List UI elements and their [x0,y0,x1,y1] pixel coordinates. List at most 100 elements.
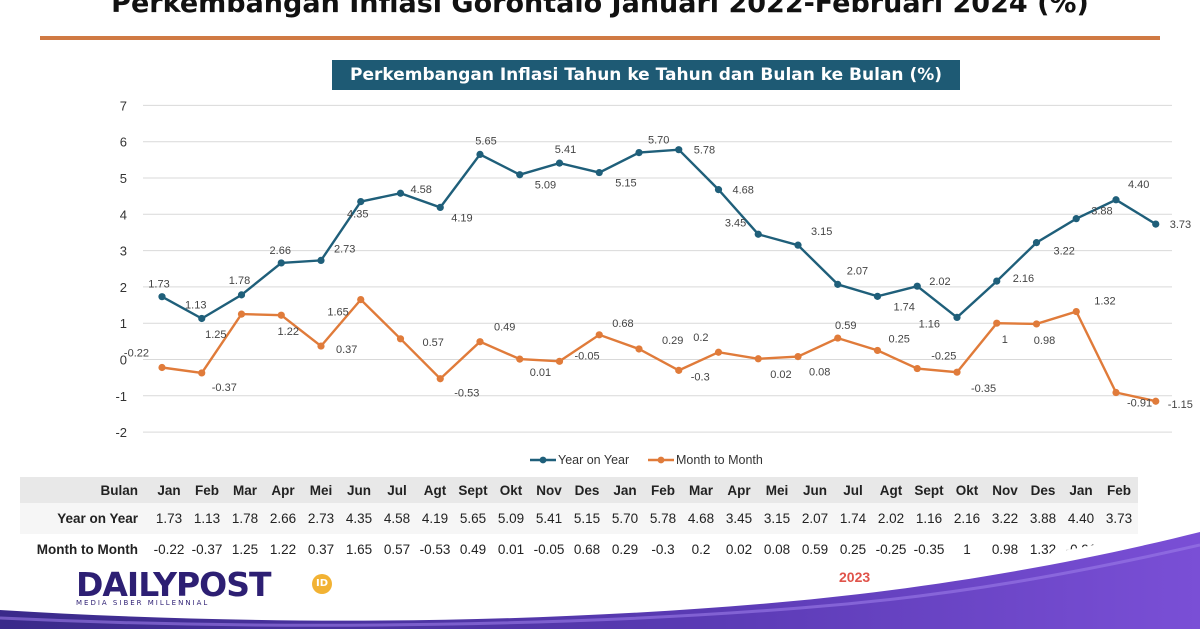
table-value-cell: 0.49 [459,542,487,557]
data-label: 1.16 [919,318,940,330]
data-point [1032,320,1041,328]
table-value-cell: 3.88 [1024,503,1062,534]
data-point [516,171,524,179]
table-value-cell: 0.59 [801,542,829,557]
data-point [198,369,206,377]
data-label: 0.01 [530,367,551,379]
y-tick-label: 1 [120,316,127,331]
series-line-mtm [161,297,1157,403]
data-point [555,357,564,365]
data-table: Bulan Jan Feb Mar Apr Mei Jun Jul Agt Sept Okt Nov… [20,477,1138,565]
data-point [237,310,246,318]
data-point [595,331,603,339]
table-header-label: Bulan [20,477,150,503]
data-label: 4.40 [1128,179,1149,191]
table-value-cell: 1.25 [231,542,259,557]
table-value-cell: 1.65 [345,542,373,557]
table-month-cell: Mar [226,477,264,503]
data-label: 5.70 [648,135,669,147]
table-month-cell: Jul [378,477,416,503]
logo-id-badge: ID [312,574,332,594]
data-point [913,282,921,290]
data-label: 1.65 [327,307,348,319]
table-month-cell: Apr [720,477,758,503]
data-label: 0.59 [835,320,856,332]
title-rule [40,36,1160,40]
data-point [834,280,842,288]
table-value-cell: 5.15 [568,503,606,534]
table-month-cell: Agt [872,477,910,503]
data-point [873,346,882,355]
data-point [993,319,1001,327]
table-month-cell: Des [568,477,606,503]
data-label: 5.09 [535,180,556,192]
data-label: 4.68 [733,185,754,197]
y-tick-label: 3 [120,244,127,259]
y-tick-label: -1 [115,389,127,404]
data-point [595,168,603,177]
data-label: 2.16 [1013,273,1034,285]
data-point [794,352,802,361]
data-label: -0.37 [212,382,237,394]
table-value-cell: 4.40 [1062,503,1100,534]
data-label: -0.35 [971,383,996,395]
data-point [436,203,444,212]
y-tick-label: 0 [120,353,127,368]
year-marker: 2023 [839,569,871,585]
table-value-cell: -0.37 [191,542,223,557]
table-value-cell: 3.15 [758,503,796,534]
data-label: -0.91 [1127,398,1152,410]
data-point [953,313,961,321]
data-label: 1.13 [185,299,206,311]
data-point [357,197,365,206]
data-label: 1.74 [894,301,915,313]
table-month-cell: Sept [910,477,948,503]
table-value-cell: 0.57 [383,542,411,557]
data-point [993,277,1001,285]
table-month-cell: Feb [1100,477,1138,503]
legend-swatch-dot [657,456,665,464]
data-label: 0.25 [889,333,910,345]
table-value-cell: 1.78 [226,503,264,534]
data-points [158,146,1160,405]
data-label: 0.68 [612,318,633,330]
table-month-cell: Des [1024,477,1062,503]
data-label: 4.58 [411,184,432,196]
table-value-cell: 4.58 [378,503,416,534]
table-value-cell: 4.68 [682,503,720,534]
y-tick-label: -2 [115,425,127,440]
y-tick-label: 5 [120,171,127,186]
chart-subtitle: Perkembangan Inflasi Tahun ke Tahun dan … [332,60,960,90]
data-point [675,366,683,374]
table-value-cell: 0.68 [573,542,601,557]
data-point [317,342,325,350]
data-label: -0.3 [691,371,710,383]
data-label: -0.05 [575,350,600,362]
logo-wordmark: DAILYPOST [76,565,272,604]
data-point [635,148,643,157]
data-label: 3.15 [811,226,832,238]
table-value-cell: 3.45 [720,503,758,534]
data-point [1072,215,1080,223]
data-point [277,259,285,267]
data-point [1112,196,1120,204]
table-month-cell: Feb [644,477,682,503]
table-value-cell: 4.35 [340,503,378,534]
data-label: 0.02 [770,369,791,381]
data-point [516,355,524,363]
legend-label: Month to Month [676,453,763,467]
data-point [476,338,484,346]
table-value-cell: 0.37 [307,542,335,557]
legend-label: Year on Year [558,453,629,467]
table-month-cell: Nov [986,477,1024,503]
data-point [635,345,643,353]
dailypost-logo[interactable]: DAILYPOST MEDIA SIBER MILLENNIAL ID [76,565,332,607]
data-label: 0.98 [1034,335,1055,347]
data-label: 0.49 [494,322,515,334]
data-label: 0.37 [336,344,357,356]
table-value-cell: 1.22 [269,542,297,557]
data-point [1152,397,1160,405]
table-month-cell: Jul [834,477,872,503]
legend-swatch-dot [539,456,547,464]
